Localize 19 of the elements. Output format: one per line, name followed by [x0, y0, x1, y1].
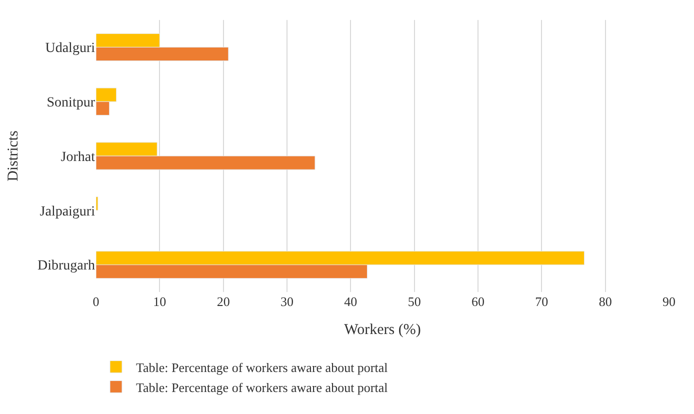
y-axis-title: Districts — [6, 130, 22, 182]
y-tick-label: Jalpaiguri — [40, 204, 96, 220]
y-tick-label: Dibrugarh — [37, 258, 95, 274]
x-tick-label: 40 — [344, 294, 358, 309]
x-tick-label: 50 — [408, 294, 421, 309]
x-tick-label: 90 — [662, 294, 676, 309]
legend-label: Table: Percentage of workers aware about portal — [136, 360, 388, 375]
x-tick-label: 70 — [535, 294, 548, 309]
x-tick-label: 30 — [280, 294, 294, 309]
x-tick-label: 60 — [472, 294, 484, 309]
x-axis-title: Workers (%) — [344, 322, 421, 338]
y-tick-label: Udalguri — [45, 41, 96, 56]
legend-label: Table: Percentage of workers aware about portal — [136, 380, 388, 395]
x-tick-label: 0 — [92, 294, 100, 309]
x-tick-label: 20 — [216, 294, 230, 309]
x-tick-label: 80 — [598, 294, 612, 309]
y-tick-label: Sonitpur — [46, 96, 96, 110]
y-tick-label: Jorhat — [60, 150, 96, 165]
x-tick-label: 10 — [153, 294, 166, 309]
